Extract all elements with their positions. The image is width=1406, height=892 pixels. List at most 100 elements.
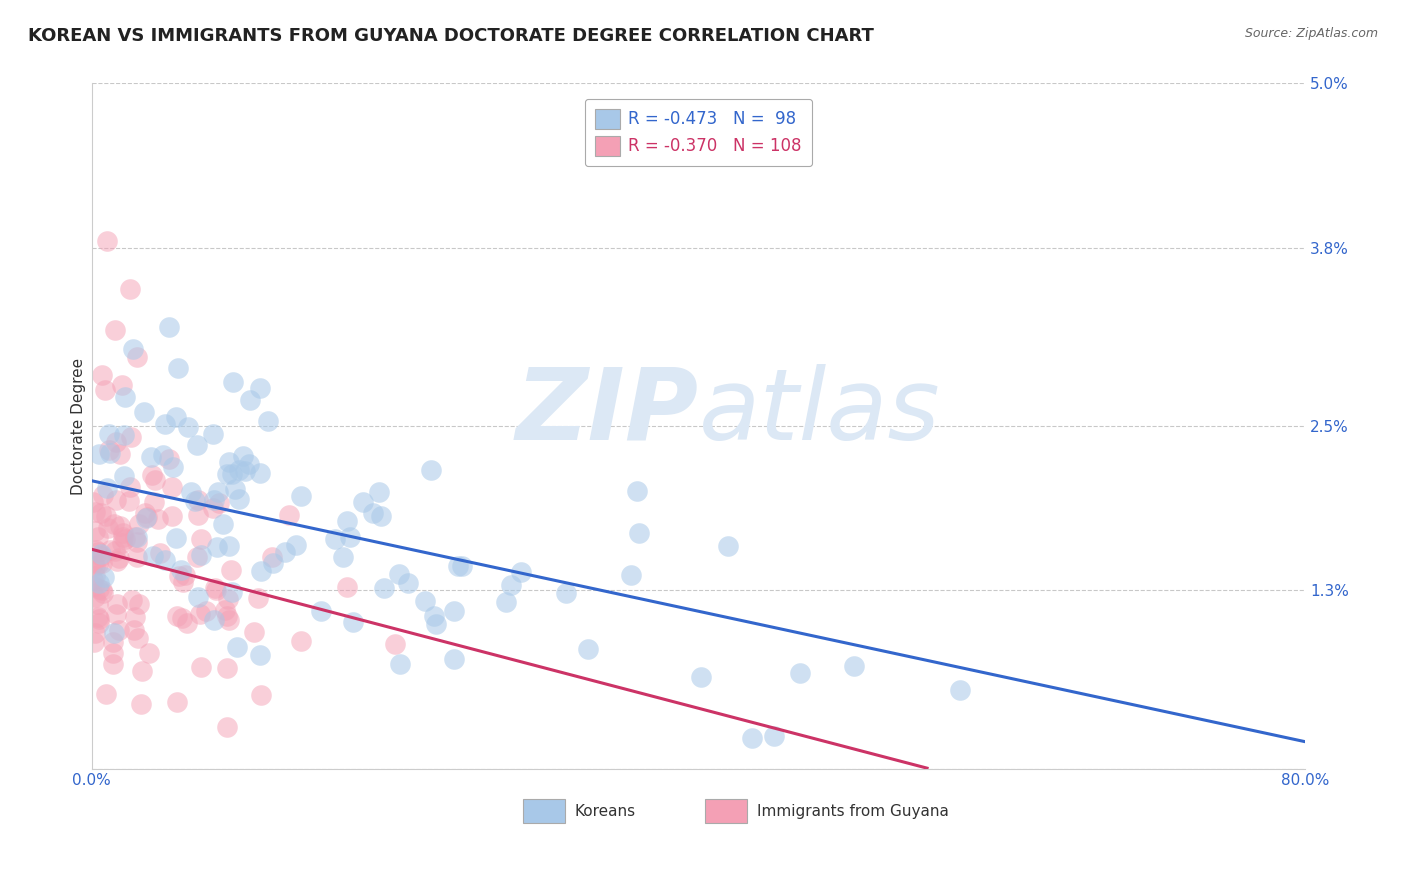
Point [104,607,127,622]
Point [86,597,108,611]
Point [689,670,711,684]
Point [214,603,236,617]
Point [190,548,212,562]
Point [172,575,194,590]
Point [205,583,228,598]
Point [86,530,108,544]
Point [97,427,120,442]
Point [91,556,114,570]
Point [413,594,436,608]
Text: atlas: atlas [699,364,941,461]
Point [167,568,190,582]
Point [717,539,740,553]
Point [87,545,110,559]
Point [339,530,361,544]
Point [103,323,125,337]
Point [166,360,188,375]
Point [626,483,648,498]
Point [201,427,224,442]
Point [90,368,112,383]
Point [361,506,384,520]
Point [627,525,650,540]
Point [83,555,105,569]
Point [82,495,104,509]
Point [202,501,225,516]
Legend: R = -0.473   N =  98, R = -0.370   N = 108: R = -0.473 N = 98, R = -0.370 N = 108 [585,99,811,166]
Point [188,607,211,621]
Point [176,420,198,434]
Point [105,598,128,612]
Point [165,409,187,424]
Point [87,557,110,571]
Point [101,657,124,671]
Point [141,468,163,483]
Point [342,615,364,629]
Text: ZIP: ZIP [516,364,699,461]
Point [256,414,278,428]
Point [149,546,172,560]
FancyBboxPatch shape [523,799,565,823]
Point [89,447,111,461]
Point [120,430,142,444]
Point [789,665,811,680]
Point [233,464,256,478]
Point [249,648,271,662]
Point [91,582,114,597]
Point [204,581,226,595]
Point [443,651,465,665]
Point [325,532,347,546]
Point [219,563,242,577]
FancyBboxPatch shape [704,799,747,823]
Point [141,450,163,464]
Point [84,542,107,557]
Point [128,597,150,611]
Point [184,494,207,508]
Point [226,640,249,655]
Point [224,482,246,496]
Point [174,568,197,582]
Point [136,509,159,524]
Point [228,463,250,477]
Point [208,496,231,510]
Point [90,549,112,563]
Point [84,625,107,640]
Point [96,687,118,701]
Point [741,731,763,746]
Point [103,646,125,660]
Point [180,485,202,500]
Point [243,625,266,640]
Point [143,473,166,487]
Point [620,568,643,582]
Point [114,390,136,404]
Point [290,489,312,503]
Point [249,466,271,480]
Point [118,494,141,508]
Point [278,508,301,523]
Point [844,659,866,673]
Text: KOREAN VS IMMIGRANTS FROM GUYANA DOCTORATE DEGREE CORRELATION CHART: KOREAN VS IMMIGRANTS FROM GUYANA DOCTORA… [28,27,875,45]
Point [127,351,149,365]
Point [218,455,240,469]
Point [84,569,107,583]
Point [205,540,228,554]
Point [108,519,131,533]
Point [107,623,129,637]
Point [202,613,225,627]
Point [423,608,446,623]
Point [98,543,121,558]
Point [160,508,183,523]
Text: Source: ZipAtlas.com: Source: ZipAtlas.com [1244,27,1378,40]
Point [90,506,112,520]
Point [285,538,308,552]
Point [84,590,107,604]
Point [98,446,121,460]
Point [111,377,134,392]
Point [425,617,447,632]
Point [90,547,112,561]
Point [84,504,107,518]
Point [447,559,470,574]
Point [120,480,142,494]
Point [124,609,146,624]
Point [373,581,395,595]
Point [170,563,193,577]
